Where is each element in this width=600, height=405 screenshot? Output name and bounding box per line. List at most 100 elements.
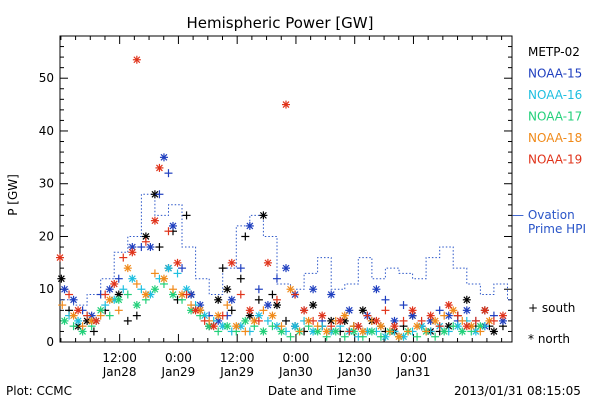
point-noaa-19-north [92, 316, 101, 325]
point-noaa-17-north [150, 285, 159, 294]
footer-plot-credit: Plot: CCMC [6, 384, 72, 398]
point-noaa-18-south [114, 306, 123, 315]
x-axis-label: Date and Time [268, 384, 356, 398]
point-noaa-15-north [169, 221, 177, 230]
point-noaa-17-south [431, 332, 440, 341]
point-noaa-15-north [327, 290, 336, 299]
point-noaa-15-north [408, 311, 417, 320]
footer-timestamp: 2013/01/31 08:15:05 [454, 384, 581, 398]
point-noaa-17-south [123, 290, 132, 299]
point-noaa-15-south [272, 274, 281, 283]
point-metp-02-south [254, 295, 263, 304]
point-noaa-17-south [376, 332, 385, 341]
point-noaa-18-south [259, 306, 268, 315]
x-tick-label-time: 0:00 [165, 351, 192, 365]
point-noaa-15-north [372, 285, 381, 294]
x-tick-label-time: 12:00 [220, 351, 255, 365]
point-noaa-18-north [250, 316, 259, 325]
point-noaa-19-south [119, 253, 128, 262]
point-metp-02-south [218, 264, 227, 273]
chart-title: Hemispheric Power [GW] [187, 14, 374, 32]
point-noaa-16-south [101, 301, 110, 310]
point-noaa-19-north [372, 316, 381, 325]
point-noaa-15-north [159, 153, 168, 162]
legend-entry: NOAA-16 [528, 88, 582, 102]
point-noaa-17-north [241, 316, 250, 325]
x-tick-label-time: 0:00 [282, 351, 309, 365]
point-noaa-18-south [476, 327, 485, 336]
point-noaa-19-south [200, 316, 209, 325]
point-noaa-19-south [309, 316, 318, 325]
point-noaa-19-north [155, 163, 164, 172]
point-noaa-19-north [56, 253, 64, 262]
point-noaa-15-south [178, 264, 187, 273]
point-noaa-18-south [404, 327, 413, 336]
point-noaa-19-south [435, 322, 444, 331]
x-tick-label-date: Jan29 [161, 365, 196, 379]
point-noaa-15-north [390, 316, 399, 325]
point-noaa-19-south [345, 327, 354, 336]
point-noaa-15-south [164, 169, 173, 178]
point-noaa-17-south [214, 327, 223, 336]
point-noaa-16-south [173, 269, 182, 278]
x-tick-label-date: Jan30 [337, 365, 372, 379]
point-metp-02-south [132, 311, 141, 320]
point-noaa-17-north [458, 327, 467, 336]
point-noaa-18-south [150, 269, 159, 278]
point-metp-02-south [123, 316, 132, 325]
point-noaa-18-south [295, 327, 304, 336]
point-metp-02-south [268, 290, 277, 299]
point-noaa-17-south [268, 322, 277, 331]
point-noaa-18-north [178, 290, 187, 299]
axes: 0102030405012:00Jan280:00Jan2912:00Jan29… [39, 35, 513, 379]
legend-entry: NOAA-17 [528, 110, 582, 124]
point-noaa-19-north [227, 258, 236, 267]
point-noaa-19-north [300, 306, 309, 315]
legend-south-marker: + south [528, 301, 575, 315]
y-tick-label: 0 [46, 335, 54, 349]
point-noaa-15-south [155, 190, 164, 199]
point-noaa-15-north [146, 243, 155, 252]
point-noaa-19-south [164, 227, 173, 236]
point-noaa-18-north [286, 285, 295, 294]
point-noaa-19-south [65, 290, 74, 299]
x-tick-label-time: 12:00 [337, 351, 372, 365]
point-noaa-18-north [322, 327, 331, 336]
point-noaa-18-south [440, 311, 449, 320]
y-tick-label: 40 [39, 124, 54, 138]
point-noaa-19-north [150, 216, 159, 225]
point-noaa-18-north [159, 274, 168, 283]
point-noaa-19-north [354, 322, 363, 331]
x-tick-label-date: Jan31 [396, 365, 431, 379]
point-noaa-15-south [254, 285, 263, 294]
point-noaa-15-south [381, 295, 390, 304]
point-noaa-19-south [254, 316, 263, 325]
point-noaa-15-north [69, 295, 78, 304]
point-noaa-16-north [164, 264, 173, 273]
point-noaa-18-south [58, 301, 67, 310]
point-metp-02-north [150, 190, 159, 199]
point-metp-02-south [182, 211, 191, 220]
point-noaa-18-north [123, 264, 132, 273]
legend-entry: NOAA-19 [528, 153, 582, 167]
point-noaa-19-south [489, 316, 498, 325]
point-noaa-19-north [173, 258, 182, 267]
point-metp-02-north [223, 285, 232, 294]
legend-entry: NOAA-18 [528, 131, 582, 145]
point-noaa-18-south [223, 301, 232, 310]
point-noaa-16-north [291, 322, 300, 331]
point-noaa-18-south [132, 279, 141, 288]
legend-ovation-line2: Prime HPI [528, 222, 586, 236]
point-noaa-15-north [227, 295, 236, 304]
point-noaa-19-north [426, 311, 435, 320]
point-noaa-19-south [291, 290, 300, 299]
point-noaa-19-south [399, 316, 408, 325]
point-noaa-19-south [218, 311, 227, 320]
point-noaa-19-north [128, 248, 137, 257]
point-noaa-19-south [453, 311, 462, 320]
point-metp-02-south [282, 316, 290, 325]
point-noaa-19-north [209, 322, 218, 331]
point-metp-02-south [227, 306, 236, 315]
point-noaa-17-south [340, 332, 349, 341]
